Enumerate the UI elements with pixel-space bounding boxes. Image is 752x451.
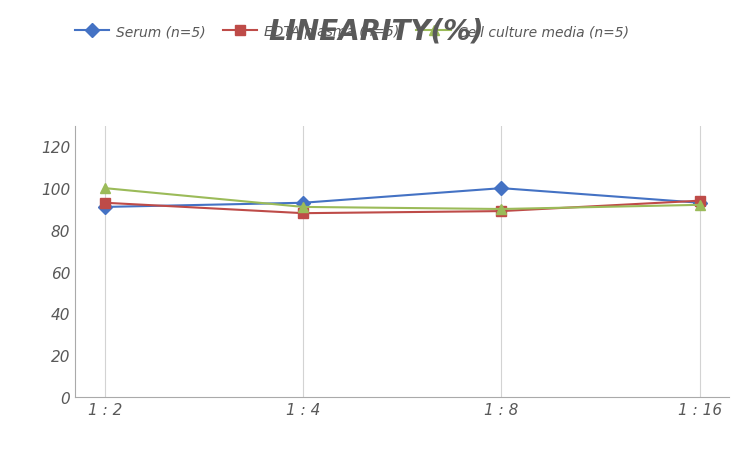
EDTA plasma (n=5) bbox=[299, 211, 308, 216]
EDTA plasma (n=5) bbox=[101, 201, 110, 206]
Cell culture media (n=5) bbox=[497, 207, 506, 212]
EDTA plasma (n=5) bbox=[695, 198, 704, 204]
Cell culture media (n=5) bbox=[299, 205, 308, 210]
Line: Cell culture media (n=5): Cell culture media (n=5) bbox=[100, 184, 705, 214]
Text: LINEARITY(%): LINEARITY(%) bbox=[268, 18, 484, 46]
Cell culture media (n=5) bbox=[101, 186, 110, 191]
Serum (n=5) bbox=[299, 201, 308, 206]
EDTA plasma (n=5) bbox=[497, 209, 506, 214]
Serum (n=5) bbox=[497, 186, 506, 191]
Cell culture media (n=5) bbox=[695, 202, 704, 208]
Legend: Serum (n=5), EDTA plasma (n=5), Cell culture media (n=5): Serum (n=5), EDTA plasma (n=5), Cell cul… bbox=[69, 19, 635, 45]
Serum (n=5) bbox=[695, 201, 704, 206]
Line: Serum (n=5): Serum (n=5) bbox=[100, 184, 705, 212]
Line: EDTA plasma (n=5): EDTA plasma (n=5) bbox=[100, 196, 705, 219]
Serum (n=5) bbox=[101, 205, 110, 210]
